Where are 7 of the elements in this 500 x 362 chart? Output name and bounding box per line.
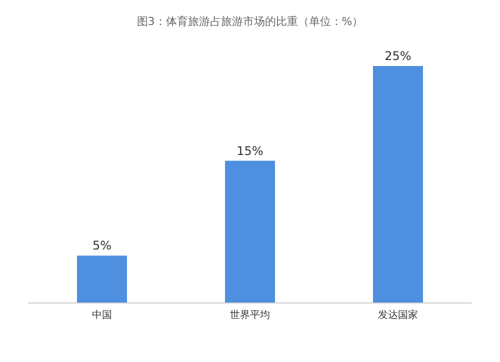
- chart-title: 图3：体育旅游占旅游市场的比重（单位：%）: [136, 14, 364, 30]
- x-tick-label: 中国: [92, 309, 112, 322]
- x-tick-label: 世界平均: [230, 309, 270, 322]
- data-label: 15%: [236, 144, 264, 158]
- x-tick-label: 发达国家: [378, 309, 418, 322]
- data-label: 25%: [384, 49, 412, 63]
- data-label: 5%: [92, 238, 112, 253]
